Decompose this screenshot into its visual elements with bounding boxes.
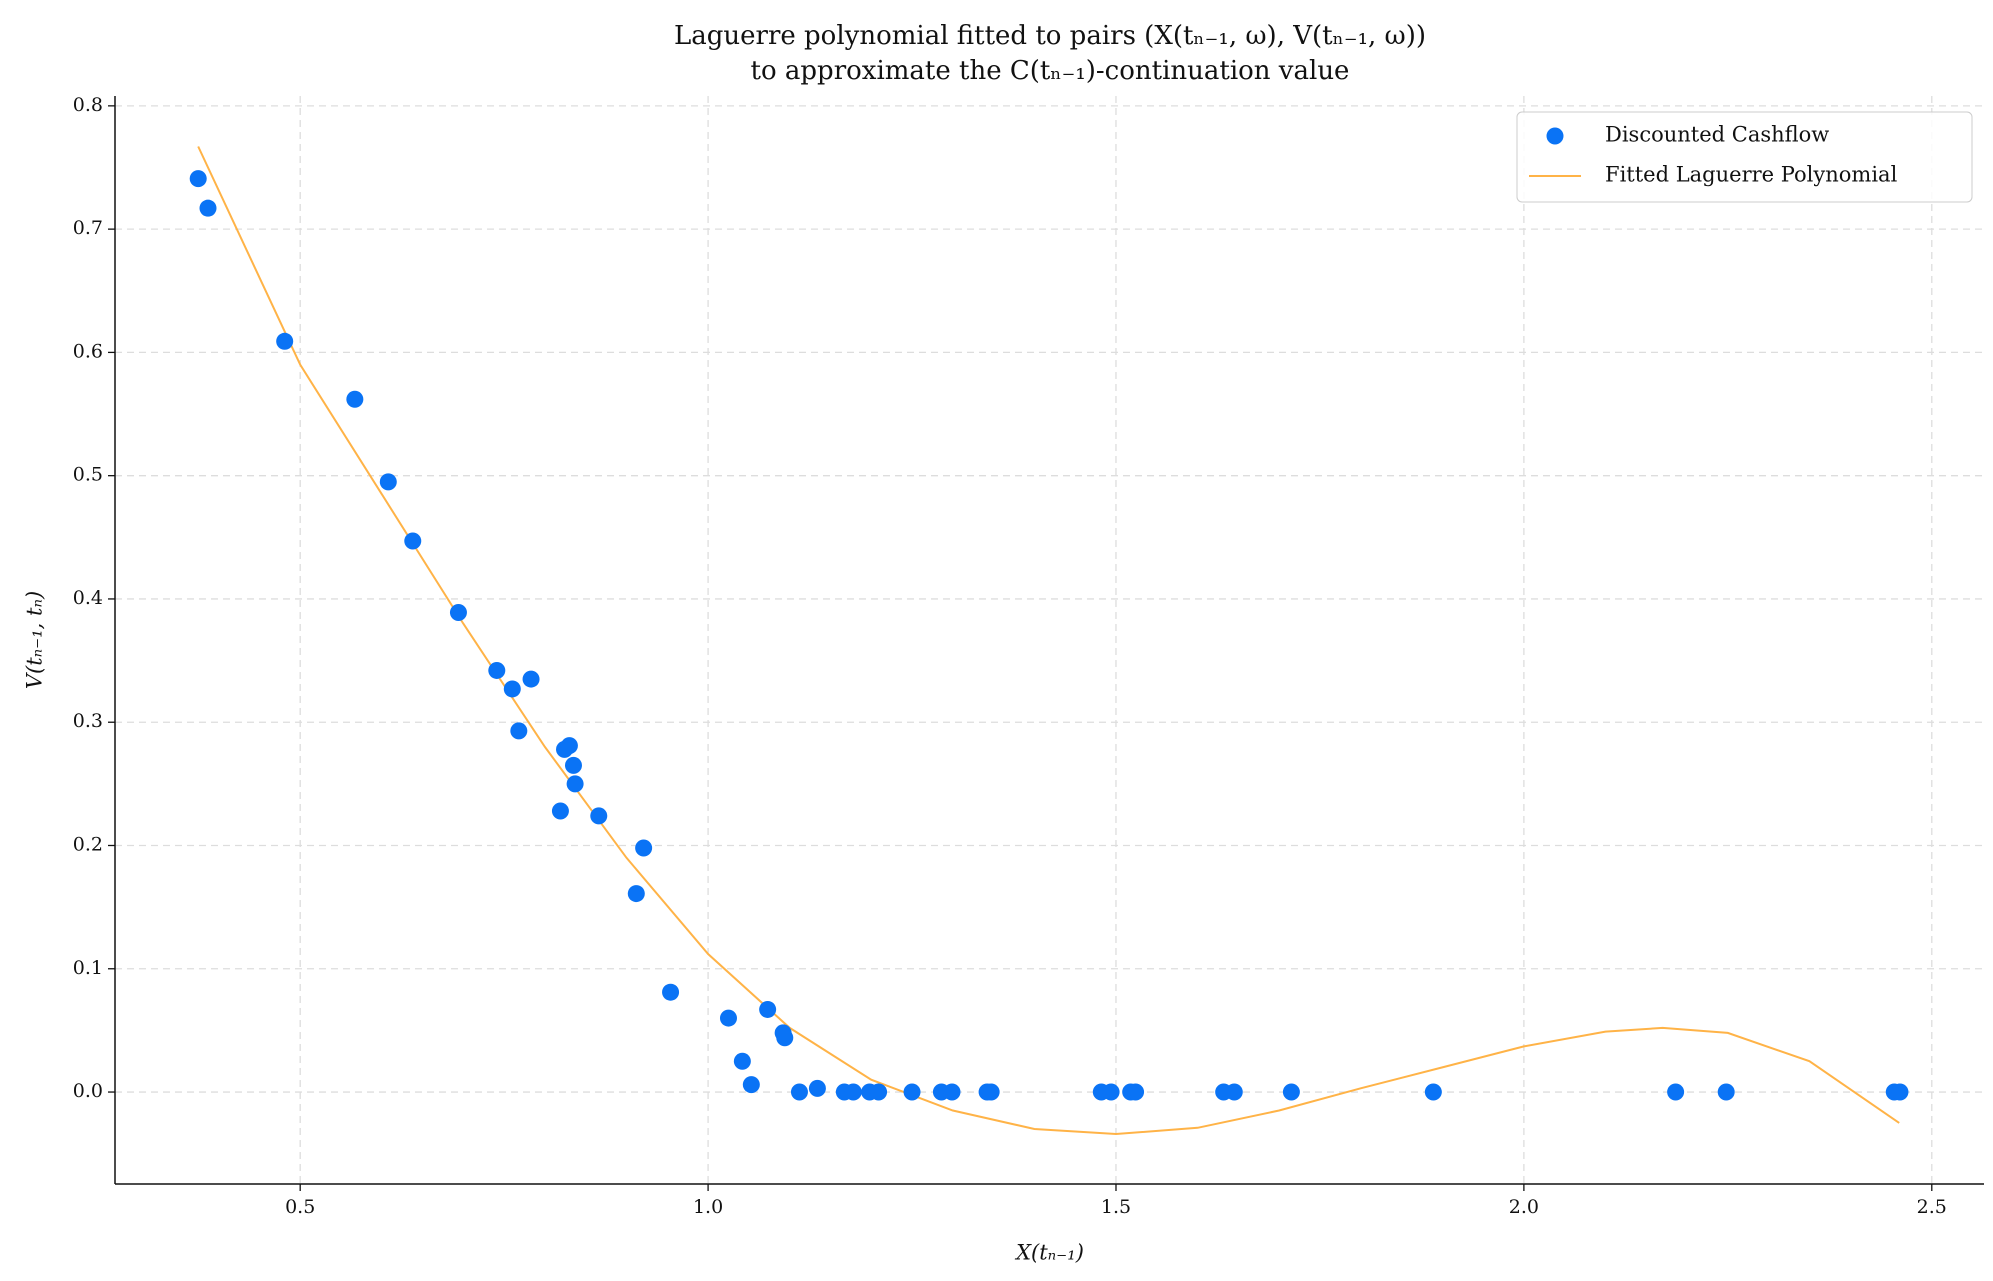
data-point <box>627 885 645 903</box>
data-point <box>522 670 540 688</box>
data-point <box>870 1083 888 1101</box>
data-point <box>199 199 217 217</box>
data-point <box>1225 1083 1243 1101</box>
data-point <box>1717 1083 1735 1101</box>
chart-title: Laguerre polynomial fitted to pairs (X(t… <box>674 21 1426 51</box>
chart-subtitle: to approximate the C(tₙ₋₁)-continuation … <box>751 56 1350 86</box>
data-point <box>560 737 578 755</box>
data-point <box>719 1009 737 1027</box>
y-tick-label: 0.6 <box>73 340 103 362</box>
y-tick-label: 0.7 <box>73 217 103 239</box>
data-point <box>189 170 207 188</box>
data-point <box>566 775 584 793</box>
x-tick-label: 2.5 <box>1917 1196 1947 1218</box>
data-point <box>510 722 528 740</box>
data-point <box>776 1029 794 1047</box>
data-point <box>1667 1083 1685 1101</box>
data-point <box>449 604 467 622</box>
x-tick-label: 2.0 <box>1509 1196 1539 1218</box>
data-point <box>1891 1083 1909 1101</box>
legend-box <box>1516 111 1973 203</box>
data-point <box>742 1076 760 1094</box>
legend: Discounted Cashflow Fitted Laguerre Polyn… <box>1516 111 1973 203</box>
data-point <box>564 756 582 774</box>
y-tick-label: 0.4 <box>73 587 103 609</box>
y-tick-label: 0.0 <box>73 1080 103 1102</box>
data-point <box>503 680 521 698</box>
y-tick-label: 0.2 <box>73 833 103 855</box>
data-point <box>346 390 364 408</box>
data-point <box>590 807 608 825</box>
data-point <box>1127 1083 1145 1101</box>
data-point <box>790 1083 808 1101</box>
data-point <box>551 802 569 820</box>
fit-line <box>197 146 1900 1136</box>
data-point <box>844 1083 862 1101</box>
x-tick-label: 1.5 <box>1101 1196 1131 1218</box>
data-point <box>662 983 680 1001</box>
data-point <box>1282 1083 1300 1101</box>
data-point <box>808 1079 826 1097</box>
grid: 0.5 1.0 1.5 2.0 2.5 0.0 0.1 0.2 0.3 0.4 0.5 0.6 0.7 0… <box>73 94 1984 1218</box>
data-point <box>903 1083 921 1101</box>
legend-label: Discounted Cashflow <box>1605 123 1829 147</box>
y-axis-label: V(tₙ₋₁, tₙ) <box>23 591 47 689</box>
data-point <box>635 839 653 857</box>
legend-swatch <box>1546 127 1564 145</box>
data-point <box>1102 1083 1120 1101</box>
x-tick-label: 1.0 <box>693 1196 723 1218</box>
plot-area <box>189 146 1909 1136</box>
y-tick-label: 0.8 <box>73 94 103 116</box>
legend-label: Fitted Laguerre Polynomial <box>1605 163 1898 187</box>
data-point <box>982 1083 1000 1101</box>
x-axis-label: X(tₙ₋₁) <box>1014 1241 1084 1265</box>
data-point <box>943 1083 961 1101</box>
data-point <box>276 332 294 350</box>
data-point <box>1424 1083 1442 1101</box>
data-point <box>404 532 422 550</box>
x-tick-label: 0.5 <box>285 1196 315 1218</box>
data-point <box>488 661 506 679</box>
y-tick-label: 0.5 <box>73 464 103 486</box>
data-point <box>379 473 397 491</box>
data-point <box>733 1052 751 1070</box>
y-tick-label: 0.3 <box>73 710 103 732</box>
y-tick-label: 0.1 <box>73 957 103 979</box>
data-point <box>759 1000 777 1018</box>
